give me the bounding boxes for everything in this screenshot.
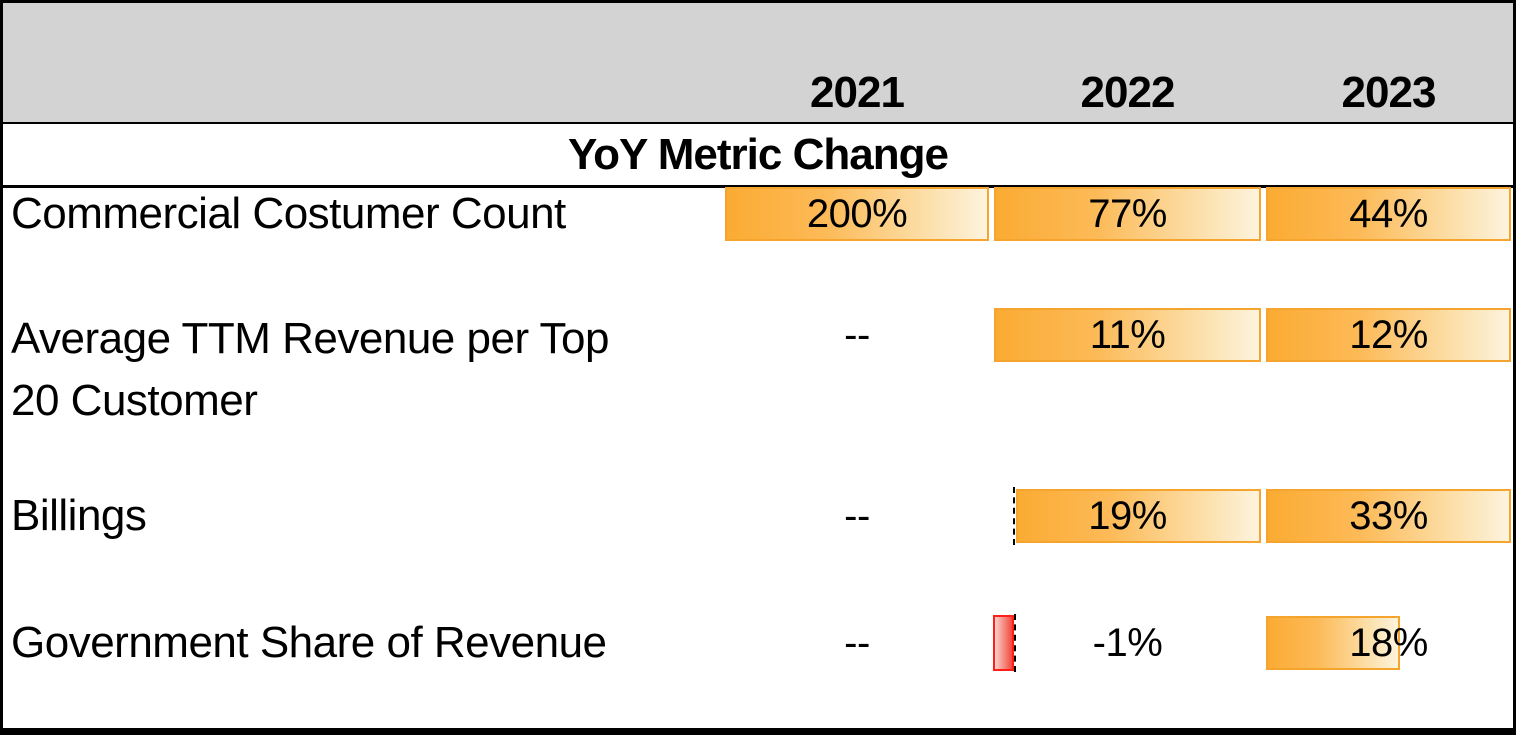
year-header-2022: 2022 (1080, 68, 1176, 117)
databar-cell-commercial-2023: 44% (1266, 187, 1511, 241)
metric-label-commercial-customer-count: Commercial Costumer Count (11, 189, 566, 238)
cell-value: 19% (1088, 493, 1167, 538)
cell-value: -1% (1092, 620, 1163, 665)
databar-cell-government-2023: 18% (1266, 616, 1511, 670)
year-header-row (3, 3, 1513, 124)
zero-axis-line (1014, 614, 1016, 672)
year-header-2021: 2021 (810, 68, 905, 117)
cell-value: 77% (1088, 191, 1167, 236)
zero-axis-line (1013, 487, 1015, 545)
negative-databar (993, 615, 1014, 671)
dash-cell-government-2021: -- (725, 616, 989, 670)
cell-value: -- (844, 493, 870, 538)
databar-cell-government-2022: -1% (993, 614, 1261, 672)
cell-value: 200% (806, 191, 908, 236)
cell-value: 44% (1349, 191, 1428, 236)
cell-value: 18% (1349, 620, 1428, 665)
databar-cell-avg-ttm-2022: 11% (994, 308, 1261, 362)
cell-value: 12% (1349, 312, 1428, 357)
table-title: YoY Metric Change (568, 129, 949, 179)
cell-value: -- (844, 312, 870, 357)
metric-label-line2: 20 Customer (11, 376, 258, 425)
metric-label-billings: Billings (11, 491, 147, 540)
databar-cell-commercial-2021: 200% (725, 187, 989, 241)
metric-label-line1: Average TTM Revenue per Top (11, 314, 609, 363)
databar-cell-avg-ttm-2023: 12% (1266, 308, 1511, 362)
title-row: YoY Metric Change (3, 124, 1513, 188)
positive-databar (1016, 489, 1261, 543)
databar-cell-billings-2022: 19% (994, 487, 1261, 545)
metric-label-government-share: Government Share of Revenue (11, 618, 607, 667)
positive-databar (1266, 616, 1400, 670)
year-header-2023: 2023 (1341, 68, 1437, 117)
dash-cell-avg-ttm-2021: -- (725, 308, 989, 362)
cell-value: 33% (1349, 493, 1428, 538)
databar-cell-commercial-2022: 77% (994, 187, 1261, 241)
dash-cell-billings-2021: -- (725, 489, 989, 543)
cell-value: 11% (1089, 312, 1166, 357)
databar-cell-billings-2023: 33% (1266, 489, 1511, 543)
metric-label-avg-ttm-revenue: Average TTM Revenue per Top 20 Customer (11, 308, 609, 432)
cell-value: -- (844, 620, 870, 665)
